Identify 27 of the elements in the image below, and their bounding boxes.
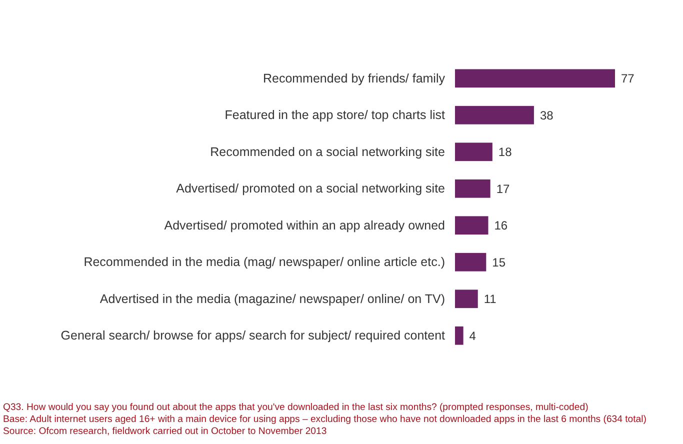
bar: [455, 106, 534, 124]
bar: [455, 252, 486, 272]
y-tick-label: Advertised/ promoted on a social networking site: [176, 182, 446, 196]
data-label: 4: [469, 328, 476, 343]
y-tick-label: Featured in the app store/ top charts list: [224, 108, 446, 122]
data-label: 17: [496, 182, 510, 196]
y-tick-label: Advertised/ promoted within an app already owned: [164, 218, 446, 232]
data-label: 11: [484, 292, 497, 306]
bar: [455, 69, 615, 88]
data-label: 18: [498, 145, 512, 160]
bar: [455, 326, 464, 345]
bar: [455, 216, 488, 235]
data-label: 16: [494, 218, 508, 233]
y-tick-label: Recommended on a social networking site: [210, 144, 446, 159]
bar: [455, 142, 492, 162]
y-tick-label: Recommended in the media (mag/ newspaper/ online article etc.): [84, 255, 445, 270]
data-label: 38: [540, 108, 554, 122]
y-tick-label: Advertised in the media (magazine/ newspaper/ online/ on TV): [100, 292, 445, 306]
data-label: 77: [621, 72, 635, 86]
y-tick-label: Recommended by friends/ family: [262, 71, 446, 86]
bar: [455, 179, 490, 198]
bar: [455, 290, 478, 308]
source-note: Source: Ofcom research, fieldwork carried out in October to November 2013: [3, 426, 327, 437]
text: Q33. How would you say you found out about the apps that you've downloaded in the last six months? (prompted responses, multi-coded): [3, 402, 588, 413]
text: Base: Adult internet users aged 16+ with a main device for using apps – excluding those who have not downloaded apps in the last 6 months (634 total): [3, 414, 646, 425]
y-tick-label: General search/ browse for apps/ search for subject/ required content: [60, 328, 446, 343]
data-label: 15: [492, 255, 506, 270]
